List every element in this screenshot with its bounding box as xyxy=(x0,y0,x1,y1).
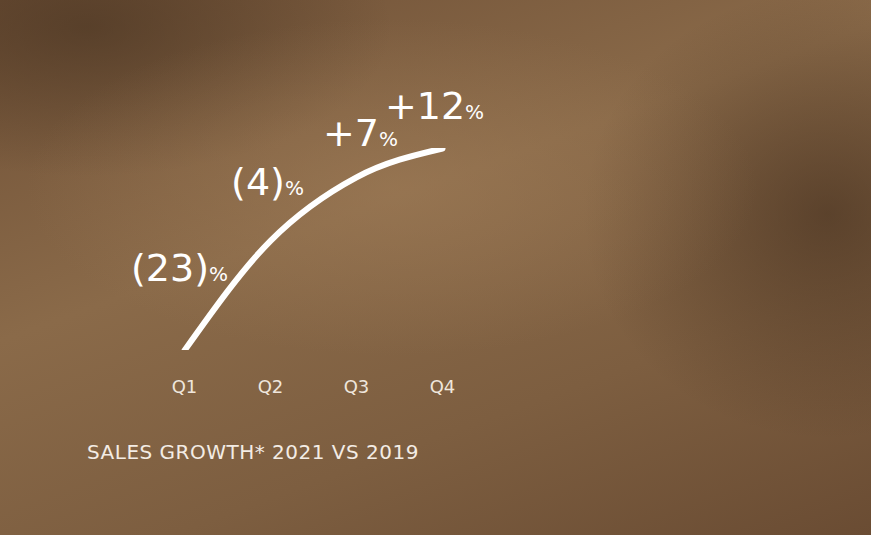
svg-text:(4)%: (4)% xyxy=(231,160,304,204)
svg-text:Q1: Q1 xyxy=(172,376,198,397)
svg-text:Q2: Q2 xyxy=(258,376,284,397)
svg-text:(23)%: (23)% xyxy=(131,246,228,290)
svg-text:+7%: +7% xyxy=(323,110,398,155)
svg-text:+12%: +12% xyxy=(385,84,484,128)
html-text:SALES GROWTH* 2021 VS 2019: SALES GROWTH* 2021 VS 2019 xyxy=(87,440,419,464)
svg-text:Q4: Q4 xyxy=(430,376,456,397)
svg-text:Q3: Q3 xyxy=(344,376,370,397)
